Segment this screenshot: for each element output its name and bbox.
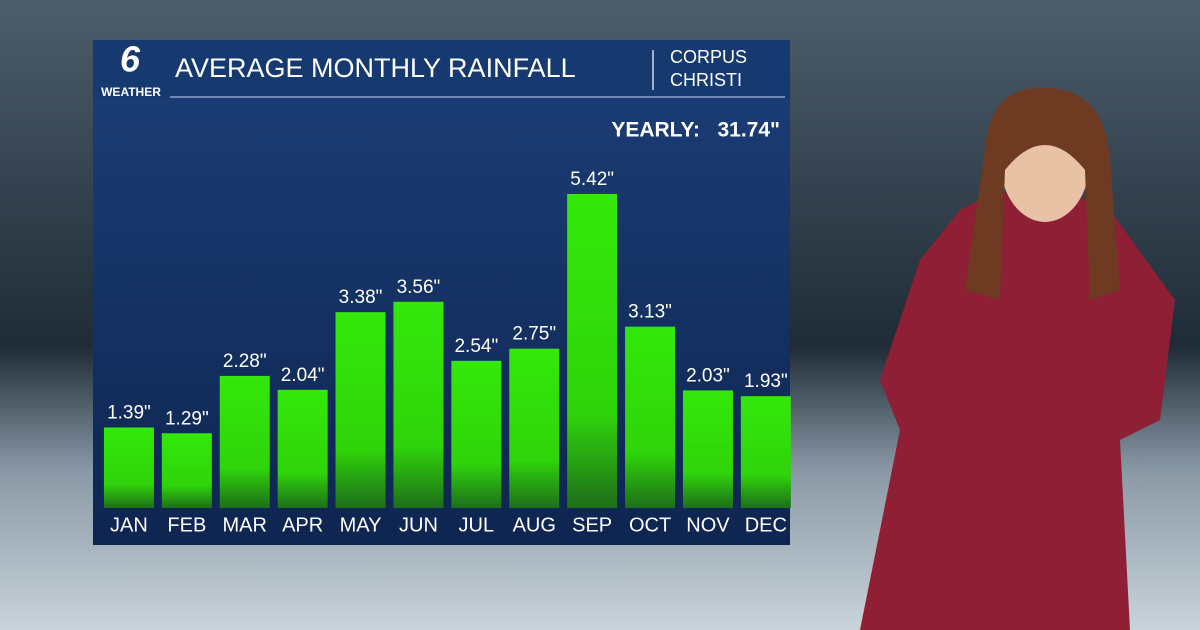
bar	[509, 348, 560, 508]
bar	[161, 433, 212, 508]
bar	[393, 301, 444, 508]
x-tick-label: APR	[282, 514, 323, 536]
value-label: 3.38"	[339, 287, 383, 308]
annotation-value: 31.74"	[717, 119, 780, 142]
chart-title: AVERAGE MONTHLY RAINFALL	[175, 53, 576, 83]
x-tick-label: OCT	[629, 514, 671, 536]
logo-number: 6	[120, 39, 141, 80]
header-bar	[93, 40, 790, 98]
x-tick-label: DEC	[745, 514, 787, 536]
x-tick-label: SEP	[572, 514, 612, 536]
bar	[335, 312, 386, 508]
bar	[103, 427, 154, 508]
value-label: 2.28"	[223, 351, 267, 372]
value-label: 2.54"	[454, 336, 498, 357]
location-line: CHRISTI	[670, 70, 742, 90]
bar	[277, 389, 328, 508]
bar	[451, 360, 502, 508]
value-label: 2.03"	[686, 365, 730, 386]
value-label: 1.93"	[744, 371, 788, 392]
value-label: 2.04"	[281, 365, 325, 386]
x-tick-label: MAR	[223, 514, 267, 536]
value-label: 2.75"	[512, 324, 556, 345]
value-label: 1.39"	[107, 402, 151, 423]
logo-label: WEATHER	[101, 85, 161, 99]
bar	[682, 390, 733, 508]
x-tick-label: FEB	[167, 514, 206, 536]
annotation-label: YEARLY:	[611, 119, 700, 142]
value-label: 3.13"	[628, 302, 672, 323]
bar	[740, 396, 791, 508]
x-tick-label: MAY	[340, 514, 382, 536]
value-label: 5.42"	[570, 169, 614, 190]
presenter	[860, 87, 1175, 630]
bar	[625, 326, 676, 508]
location-line: CORPUS	[670, 47, 747, 67]
x-tick-label: JAN	[110, 514, 148, 536]
x-tick-label: AUG	[513, 514, 556, 536]
bar	[219, 375, 270, 508]
value-label: 1.29"	[165, 408, 209, 429]
bar	[567, 194, 618, 508]
value-label: 3.56"	[397, 277, 441, 298]
x-tick-label: JUN	[399, 514, 438, 536]
x-tick-label: NOV	[686, 514, 730, 536]
x-tick-label: JUL	[459, 514, 495, 536]
